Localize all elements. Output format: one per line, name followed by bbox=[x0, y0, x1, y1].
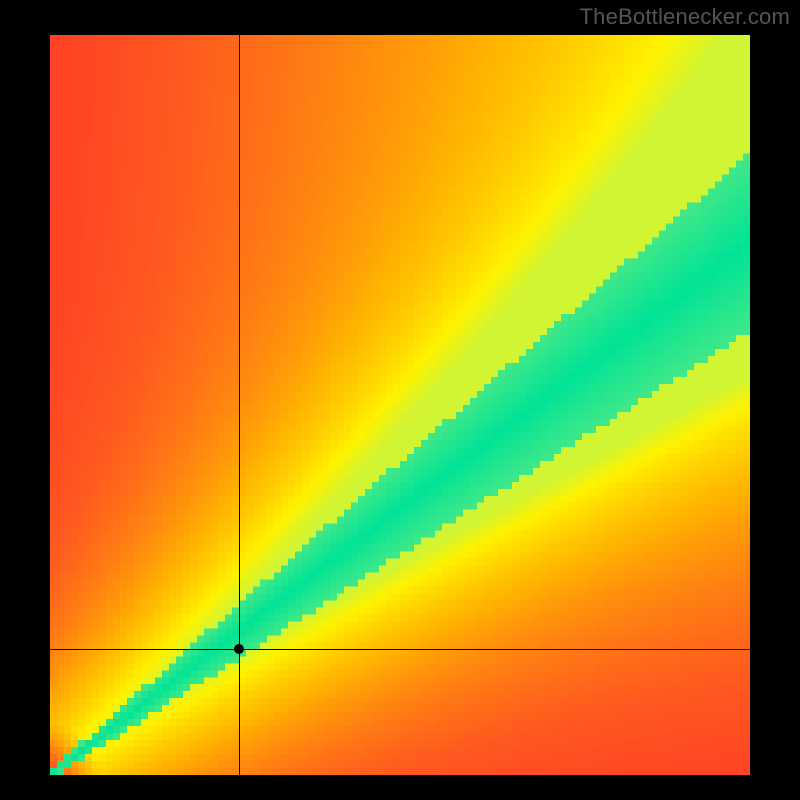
chart-frame: TheBottlenecker.com bbox=[0, 0, 800, 800]
crosshair-horizontal bbox=[50, 649, 750, 650]
crosshair-vertical bbox=[239, 35, 240, 775]
attribution-label: TheBottlenecker.com bbox=[580, 4, 790, 30]
plot-area bbox=[50, 35, 750, 775]
bottleneck-heatmap bbox=[50, 35, 750, 775]
